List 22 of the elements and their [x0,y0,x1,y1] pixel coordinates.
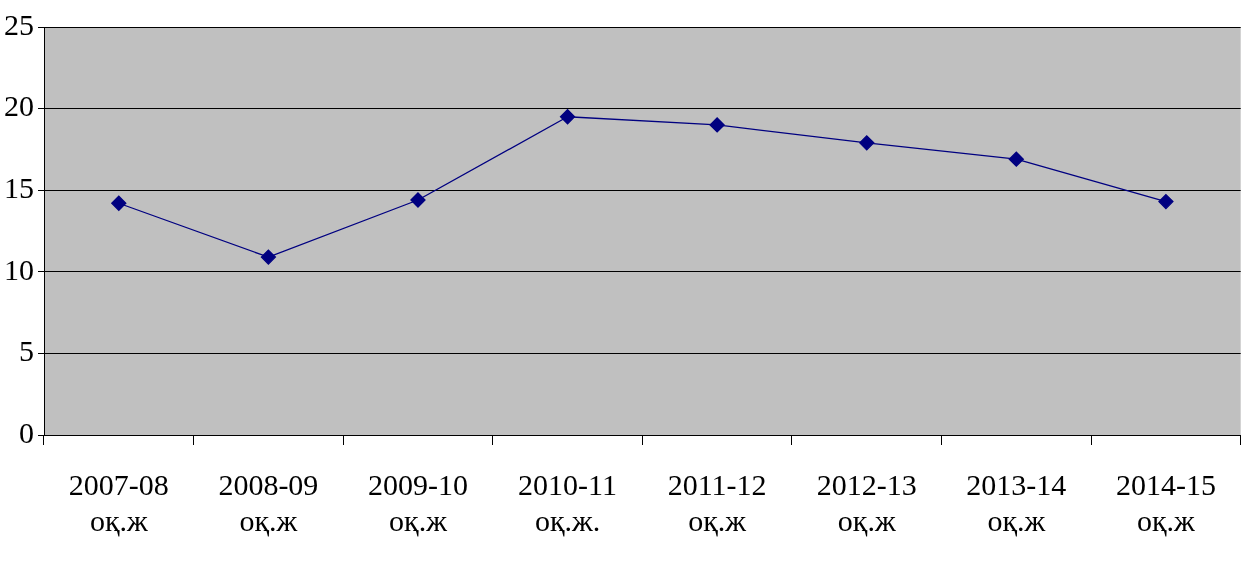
x-tick-label: 2008-09 оқ.ж [218,467,319,537]
y-tick-label: 5 [19,334,34,368]
x-tick-label: 2013-14 оқ.ж [966,467,1067,537]
x-tick-label: 2010-11 оқ.ж. [518,467,617,537]
point [111,195,127,211]
x-tick-label: 2007-08 оқ.ж [68,467,169,537]
point [1158,193,1174,210]
point [859,135,875,151]
point [260,249,277,265]
y-tick-label: 15 [4,171,34,205]
x-tick-label: 2009-10 оқ.ж [367,467,468,537]
point [1008,151,1024,167]
y-tick-label: 10 [4,252,34,286]
x-tick-label: 2011-12 оқ.ж [667,467,767,537]
point [559,109,576,125]
point [709,117,725,133]
x-tick-label: 2012-13 оқ.ж [816,467,917,537]
y-tick-label: 20 [4,89,34,123]
y-tick-label: 25 [4,7,34,41]
point [410,192,426,208]
y-tick-label: 0 [19,415,34,449]
x-tick-label: 2014-15 оқ.ж [1115,467,1216,537]
